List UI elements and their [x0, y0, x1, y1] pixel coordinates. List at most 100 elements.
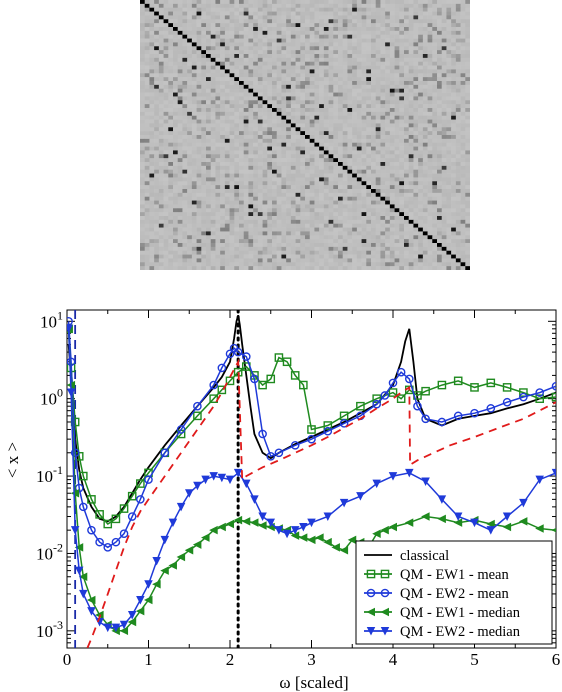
heatmap-cell: [460, 3, 466, 9]
heatmap-cell: [262, 84, 268, 90]
heatmap-cell: [272, 19, 278, 24]
heatmap-cell: [446, 30, 452, 36]
heatmap-cell: [460, 189, 466, 194]
heatmap-cell: [352, 108, 358, 113]
heatmap-cell: [201, 142, 207, 147]
heatmap-cell: [173, 208, 179, 213]
heatmap-cell: [455, 65, 461, 70]
heatmap-cell: [187, 223, 193, 228]
heatmap-cell: [210, 46, 216, 51]
heatmap-cell: [177, 73, 183, 78]
heatmap-cell: [163, 84, 169, 90]
heatmap-cell: [460, 204, 466, 209]
heatmap-cell: [342, 127, 348, 132]
heatmap-cell: [328, 30, 334, 36]
heatmap-cell: [394, 223, 400, 228]
heatmap-cell: [356, 46, 362, 51]
heatmap-cell: [352, 150, 358, 155]
heatmap-cell: [229, 262, 235, 267]
heatmap-cell: [206, 0, 212, 5]
heatmap-cell: [154, 135, 160, 140]
heatmap-cell: [163, 19, 169, 24]
heatmap-cell: [257, 65, 263, 70]
heatmap-cell: [319, 84, 325, 90]
heatmap-cell: [404, 50, 410, 55]
heatmap-cell: [314, 27, 320, 32]
heatmap-cell: [272, 96, 278, 101]
heatmap-cell: [182, 69, 188, 74]
heatmap-cell: [413, 246, 419, 252]
heatmap-cell: [173, 146, 179, 151]
heatmap-cell: [361, 231, 367, 236]
heatmap-cell: [437, 200, 443, 205]
heatmap-cell: [404, 185, 410, 190]
heatmap-cell: [196, 38, 202, 43]
heatmap-cell: [305, 34, 311, 39]
heatmap-cell: [182, 196, 188, 201]
heatmap-cell: [413, 173, 419, 178]
heatmap-cell: [305, 11, 311, 16]
heatmap-cell: [267, 50, 273, 55]
heatmap-cell: [446, 96, 452, 101]
heatmap-cell: [380, 150, 386, 155]
heatmap-cell: [215, 15, 221, 20]
heatmap-cell: [371, 169, 377, 174]
heatmap-cell: [408, 27, 414, 32]
heatmap-cell: [300, 34, 306, 39]
heatmap-cell: [375, 154, 381, 159]
heatmap-cell: [375, 30, 381, 36]
heatmap-cell: [267, 96, 273, 101]
heatmap-cell: [347, 0, 353, 5]
heatmap-cell: [352, 192, 358, 198]
heatmap-cell: [300, 96, 306, 101]
heatmap-cell: [342, 7, 348, 12]
heatmap-cell: [290, 254, 296, 259]
heatmap-cell: [173, 65, 179, 70]
heatmap-cell: [413, 254, 419, 259]
heatmap-cell: [191, 208, 197, 213]
heatmap-cell: [366, 3, 372, 9]
heatmap-cell: [295, 227, 301, 232]
heatmap-cell: [404, 46, 410, 51]
heatmap-cell: [305, 69, 311, 74]
heatmap-cell: [441, 15, 447, 20]
heatmap-cell: [187, 57, 193, 63]
heatmap-cell: [380, 81, 386, 86]
heatmap-cell: [455, 111, 461, 117]
heatmap-cell: [253, 150, 259, 155]
heatmap-cell: [253, 96, 259, 101]
heatmap-cell: [437, 250, 443, 255]
heatmap-cell: [206, 127, 212, 132]
heatmap-cell: [394, 65, 400, 70]
heatmap-cell: [262, 77, 268, 82]
heatmap-cell: [418, 177, 424, 182]
heatmap-cell: [229, 246, 235, 252]
heatmap-cell: [281, 27, 287, 32]
heatmap-cell: [399, 77, 405, 82]
heatmap-cell: [177, 84, 183, 90]
heatmap-cell: [408, 146, 414, 151]
heatmap-cell: [229, 11, 235, 16]
heatmap-cell: [210, 165, 216, 171]
heatmap-cell: [437, 54, 443, 59]
heatmap-cell: [437, 50, 443, 55]
heatmap-cell: [399, 88, 405, 93]
heatmap-cell: [253, 219, 259, 225]
heatmap-cell: [290, 181, 296, 186]
heatmap-cell: [234, 104, 240, 109]
heatmap-cell: [323, 216, 329, 221]
heatmap-cell: [333, 23, 339, 28]
heatmap-cell: [206, 54, 212, 59]
heatmap-cell: [305, 61, 311, 66]
heatmap-cell: [465, 69, 471, 74]
heatmap-cell: [352, 177, 358, 182]
heatmap-cell: [201, 208, 207, 213]
heatmap-cell: [191, 204, 197, 209]
heatmap-cell: [243, 7, 249, 12]
heatmap-cell: [342, 119, 348, 124]
heatmap-cell: [229, 104, 235, 109]
heatmap-cell: [465, 162, 471, 167]
heatmap-cell: [290, 127, 296, 132]
heatmap-cell: [149, 150, 155, 155]
heatmap-cell: [432, 96, 438, 101]
